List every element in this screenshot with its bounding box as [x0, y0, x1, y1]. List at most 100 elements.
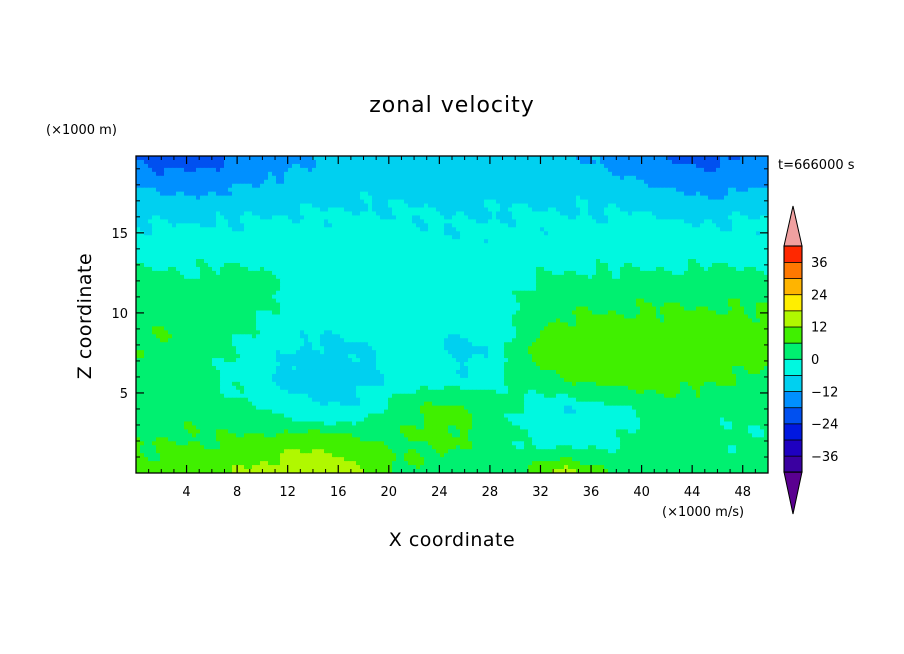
field-cell: [312, 159, 317, 165]
field-cell: [512, 255, 517, 260]
field-cell: [644, 191, 649, 197]
field-cell: [604, 167, 609, 173]
field-cell: [504, 223, 509, 228]
field-cell: [316, 219, 321, 224]
field-cell: [436, 278, 441, 284]
field-cell: [660, 219, 665, 224]
field-cell: [748, 167, 753, 173]
field-cell: [684, 199, 689, 205]
field-cell: [572, 251, 577, 256]
field-cell: [756, 191, 761, 197]
field-cell: [284, 219, 289, 224]
field-cell: [572, 223, 577, 228]
field-cell: [236, 235, 241, 240]
field-cell: [532, 223, 537, 228]
field-cell: [284, 243, 289, 248]
field-cell: [516, 215, 521, 220]
field-cell: [612, 231, 617, 236]
field-cell: [576, 163, 581, 169]
field-cell: [292, 199, 297, 205]
field-cell: [196, 191, 201, 197]
field-cell: [568, 203, 573, 209]
field-cell: [164, 211, 169, 217]
field-cell: [608, 207, 613, 213]
field-cell: [700, 255, 705, 260]
field-cell: [212, 231, 217, 236]
field-cell: [684, 247, 689, 252]
field-cell: [320, 167, 325, 173]
field-cell: [420, 175, 425, 181]
field-cell: [500, 211, 505, 217]
field-cell: [484, 274, 489, 280]
field-cell: [600, 175, 605, 181]
field-cell: [328, 215, 333, 220]
field-cell: [576, 266, 581, 272]
field-cell: [144, 211, 149, 217]
field-cell: [248, 243, 253, 248]
field-cell: [320, 255, 325, 260]
field-cell: [144, 183, 149, 189]
field-cell: [196, 219, 201, 224]
field-cell: [624, 231, 629, 236]
field-cell: [168, 270, 173, 276]
field-cell: [344, 159, 349, 165]
field-cell: [460, 278, 465, 284]
field-cell: [556, 259, 561, 264]
field-cell: [568, 259, 573, 264]
field-cell: [552, 247, 557, 252]
field-cell: [280, 270, 285, 276]
field-cell: [184, 195, 189, 201]
field-cell: [512, 235, 517, 240]
field-cell: [240, 266, 245, 272]
field-cell: [280, 235, 285, 240]
field-cell: [680, 191, 685, 197]
field-cell: [228, 223, 233, 228]
field-cell: [556, 183, 561, 189]
field-cell: [356, 247, 361, 252]
field-cell: [220, 251, 225, 256]
field-cell: [224, 195, 229, 201]
field-cell: [232, 203, 237, 209]
field-cell: [404, 219, 409, 224]
field-cell: [420, 255, 425, 260]
field-cell: [352, 203, 357, 209]
field-cell: [596, 171, 601, 177]
field-cell: [296, 203, 301, 209]
field-cell: [356, 239, 361, 244]
field-cell: [704, 191, 709, 197]
field-cell: [580, 223, 585, 228]
field-cell: [228, 266, 233, 272]
field-cell: [316, 223, 321, 228]
field-cell: [180, 199, 185, 205]
field-cell: [288, 274, 293, 280]
field-cell: [288, 195, 293, 201]
field-cell: [344, 183, 349, 189]
field-cell: [420, 239, 425, 244]
field-cell: [468, 231, 473, 236]
field-cell: [316, 195, 321, 201]
field-cell: [224, 251, 229, 256]
field-cell: [352, 159, 357, 165]
field-cell: [232, 227, 237, 232]
field-cell: [444, 270, 449, 276]
field-cell: [540, 215, 545, 220]
field-cell: [212, 247, 217, 252]
field-cell: [700, 195, 705, 201]
field-cell: [380, 259, 385, 264]
field-cell: [440, 156, 445, 161]
field-cell: [620, 223, 625, 228]
field-cell: [436, 163, 441, 169]
field-cell: [488, 179, 493, 185]
field-cell: [168, 199, 173, 205]
field-cell: [492, 167, 497, 173]
field-cell: [464, 223, 469, 228]
field-cell: [612, 203, 617, 209]
field-cell: [464, 219, 469, 224]
field-cell: [532, 179, 537, 185]
field-cell: [372, 163, 377, 169]
field-cell: [540, 195, 545, 201]
field-cell: [528, 227, 533, 232]
field-cell: [592, 191, 597, 197]
field-cell: [724, 255, 729, 260]
field-cell: [440, 274, 445, 280]
